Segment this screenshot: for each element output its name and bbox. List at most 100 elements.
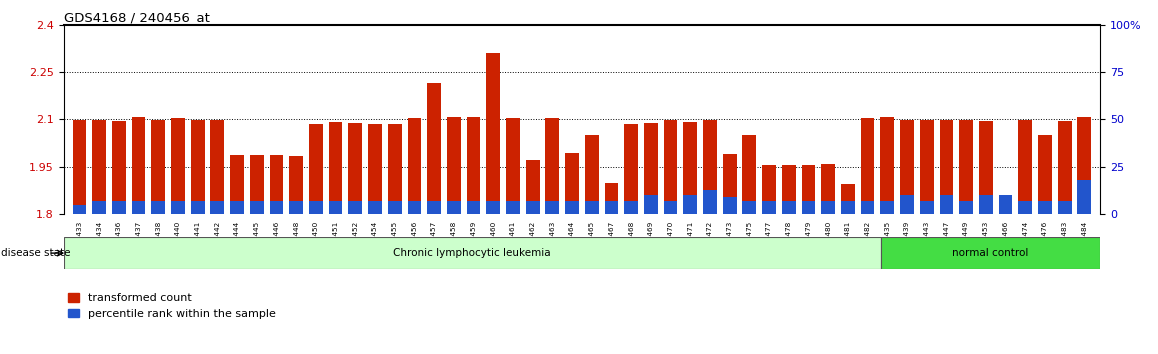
- Bar: [998, 195, 1012, 214]
- Bar: [683, 195, 697, 214]
- Bar: [841, 201, 855, 214]
- Bar: [801, 201, 815, 214]
- Bar: [565, 201, 579, 214]
- Bar: [939, 195, 953, 214]
- Bar: [959, 201, 973, 214]
- Bar: [349, 123, 362, 214]
- Bar: [742, 135, 756, 214]
- Bar: [349, 201, 362, 214]
- Bar: [132, 201, 146, 214]
- Bar: [526, 160, 540, 214]
- Bar: [152, 120, 166, 214]
- Bar: [447, 201, 461, 214]
- Bar: [959, 120, 973, 214]
- Bar: [979, 195, 992, 214]
- Bar: [250, 155, 264, 214]
- Bar: [427, 201, 441, 214]
- Bar: [782, 165, 796, 214]
- Bar: [860, 201, 874, 214]
- Bar: [171, 118, 185, 214]
- Text: GDS4168 / 240456_at: GDS4168 / 240456_at: [64, 11, 210, 24]
- Bar: [1038, 135, 1051, 214]
- Bar: [506, 118, 520, 214]
- Bar: [782, 201, 796, 214]
- Bar: [919, 201, 933, 214]
- Bar: [860, 118, 874, 214]
- Bar: [664, 201, 677, 214]
- Bar: [801, 165, 815, 214]
- Bar: [230, 201, 244, 214]
- Bar: [979, 121, 992, 214]
- Bar: [152, 201, 166, 214]
- Bar: [1077, 180, 1091, 214]
- Bar: [486, 201, 500, 214]
- Bar: [881, 237, 1100, 269]
- Text: Chronic lymphocytic leukemia: Chronic lymphocytic leukemia: [394, 248, 551, 258]
- Bar: [939, 120, 953, 214]
- Bar: [211, 201, 225, 214]
- Bar: [664, 120, 677, 214]
- Bar: [368, 201, 382, 214]
- Bar: [644, 122, 658, 214]
- Bar: [388, 124, 402, 214]
- Bar: [821, 164, 835, 214]
- Bar: [329, 122, 343, 214]
- Bar: [171, 201, 185, 214]
- Bar: [73, 120, 87, 214]
- Bar: [211, 120, 225, 214]
- Bar: [880, 117, 894, 214]
- Bar: [624, 124, 638, 214]
- Bar: [1018, 201, 1032, 214]
- Bar: [742, 201, 756, 214]
- Bar: [408, 201, 422, 214]
- Bar: [230, 155, 244, 214]
- Bar: [191, 120, 205, 214]
- Bar: [585, 135, 599, 214]
- Bar: [723, 197, 736, 214]
- Bar: [703, 189, 717, 214]
- Bar: [1018, 120, 1032, 214]
- Bar: [64, 237, 881, 269]
- Bar: [683, 122, 697, 214]
- Bar: [486, 53, 500, 214]
- Bar: [762, 201, 776, 214]
- Bar: [270, 201, 284, 214]
- Bar: [309, 124, 323, 214]
- Bar: [900, 120, 914, 214]
- Bar: [821, 201, 835, 214]
- Bar: [368, 124, 382, 214]
- Bar: [880, 201, 894, 214]
- Bar: [112, 121, 126, 214]
- Bar: [703, 120, 717, 214]
- Bar: [112, 201, 126, 214]
- Bar: [1057, 201, 1071, 214]
- Bar: [565, 153, 579, 214]
- Bar: [447, 117, 461, 214]
- Bar: [467, 201, 481, 214]
- Bar: [644, 195, 658, 214]
- Text: disease state: disease state: [1, 248, 71, 258]
- Bar: [545, 118, 559, 214]
- Bar: [93, 120, 107, 214]
- Bar: [132, 117, 146, 214]
- Text: normal control: normal control: [952, 248, 1028, 258]
- Bar: [73, 205, 87, 214]
- Bar: [427, 83, 441, 214]
- Bar: [1077, 117, 1091, 214]
- Bar: [545, 201, 559, 214]
- Bar: [290, 201, 303, 214]
- Bar: [604, 201, 618, 214]
- Bar: [919, 120, 933, 214]
- Bar: [191, 201, 205, 214]
- Bar: [309, 201, 323, 214]
- Bar: [388, 201, 402, 214]
- Bar: [408, 118, 422, 214]
- Bar: [526, 201, 540, 214]
- Bar: [624, 201, 638, 214]
- Bar: [329, 201, 343, 214]
- Bar: [467, 117, 481, 214]
- Bar: [998, 202, 1012, 214]
- Bar: [900, 195, 914, 214]
- Bar: [250, 201, 264, 214]
- Bar: [1057, 121, 1071, 214]
